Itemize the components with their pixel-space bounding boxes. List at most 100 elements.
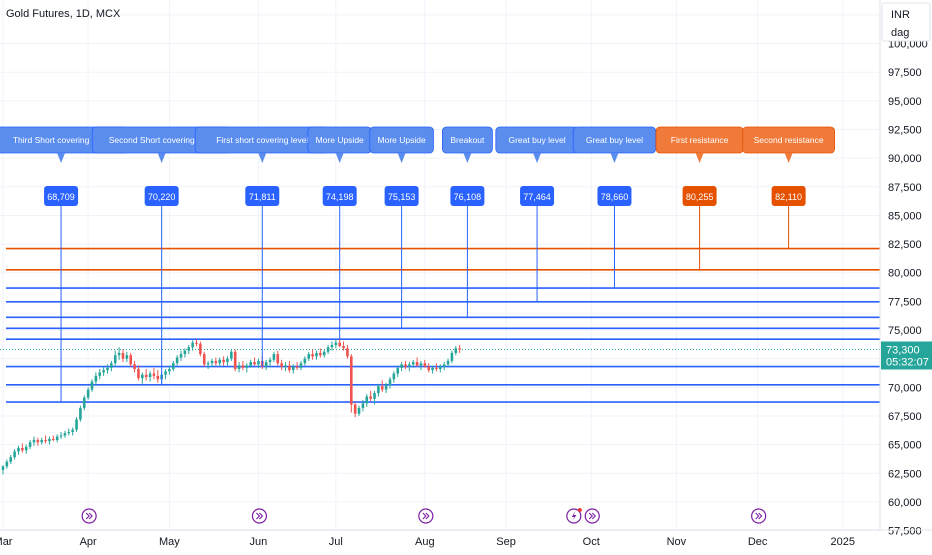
callout-value-box bbox=[44, 186, 79, 206]
candle-body bbox=[141, 374, 144, 379]
candle-body bbox=[164, 371, 167, 375]
candle-body bbox=[288, 365, 291, 371]
candle-body bbox=[303, 358, 307, 364]
candle-body bbox=[21, 448, 24, 451]
event-icon[interactable] bbox=[81, 508, 97, 524]
candle-body bbox=[191, 342, 194, 348]
candle-body bbox=[226, 358, 229, 363]
candle-body bbox=[129, 355, 133, 365]
callout-value-box bbox=[682, 186, 717, 206]
y-tick-label: 80,000 bbox=[888, 268, 922, 280]
callout-pointer bbox=[397, 153, 406, 163]
candle-body bbox=[152, 373, 156, 376]
callout-label: Breakout bbox=[450, 135, 485, 145]
candle-body bbox=[222, 359, 225, 363]
candle-body bbox=[230, 351, 233, 359]
callout-value: 71,811 bbox=[249, 192, 276, 202]
candle-body bbox=[183, 350, 187, 355]
callout-label: More Upside bbox=[378, 135, 426, 145]
candle-body bbox=[55, 436, 59, 441]
callout-pointer bbox=[533, 153, 542, 163]
candle-body bbox=[295, 366, 299, 368]
candle-body bbox=[268, 359, 272, 363]
candle-body bbox=[450, 352, 454, 361]
x-tick-label: Dec bbox=[748, 536, 768, 548]
candle-body bbox=[82, 397, 86, 408]
candle-body bbox=[431, 367, 434, 371]
candle-body bbox=[342, 346, 345, 349]
level-callout[interactable]: More Upside 75,153 bbox=[369, 126, 434, 329]
candle-body bbox=[63, 433, 67, 436]
last-price-value: 73,300 bbox=[886, 345, 920, 357]
candle-body bbox=[384, 385, 388, 390]
callout-label: Great buy level bbox=[508, 135, 565, 145]
currency-label: INR bbox=[891, 9, 910, 21]
callout-pointer bbox=[784, 153, 793, 163]
event-icon[interactable] bbox=[584, 508, 600, 524]
y-tick-label: 95,000 bbox=[888, 96, 922, 108]
callout-pointer bbox=[157, 153, 166, 163]
event-markers bbox=[81, 508, 767, 524]
candle-body bbox=[40, 440, 43, 443]
candle-body bbox=[125, 355, 129, 359]
callout-value: 75,153 bbox=[388, 192, 416, 202]
candle-body bbox=[28, 442, 32, 447]
candle-body bbox=[411, 362, 415, 365]
candle-body bbox=[86, 389, 90, 398]
candle-body bbox=[253, 362, 256, 365]
candle-body bbox=[245, 365, 249, 368]
candle-body bbox=[315, 352, 318, 357]
x-tick-label: May bbox=[159, 536, 180, 548]
candle-body bbox=[322, 351, 326, 356]
candle-body bbox=[237, 365, 241, 369]
level-callout[interactable]: Breakout 76,108 bbox=[441, 126, 493, 318]
callout-value-box bbox=[322, 186, 357, 206]
candle-body bbox=[168, 368, 171, 372]
callout-value: 77,464 bbox=[523, 192, 551, 202]
level-callout[interactable]: Second resistance 82,110 bbox=[742, 126, 835, 249]
event-icon[interactable] bbox=[251, 508, 268, 524]
callout-value-box bbox=[597, 186, 632, 206]
candle-body bbox=[307, 354, 311, 359]
candle-body bbox=[79, 407, 82, 420]
lightning-icon[interactable] bbox=[566, 508, 582, 524]
candle-body bbox=[106, 367, 109, 371]
event-icon[interactable] bbox=[751, 508, 767, 524]
candle-body bbox=[392, 373, 396, 380]
candle-body bbox=[214, 360, 218, 364]
candle-body bbox=[446, 360, 450, 365]
candle-body bbox=[206, 363, 210, 365]
level-callout[interactable]: First resistance 80,255 bbox=[655, 126, 744, 270]
candle-body bbox=[377, 386, 380, 394]
candle-body bbox=[48, 438, 51, 442]
x-tick-label: Aug bbox=[415, 536, 435, 548]
candles bbox=[1, 338, 461, 475]
unit-box[interactable] bbox=[881, 2, 931, 42]
candle-body bbox=[44, 440, 47, 442]
callout-value: 70,220 bbox=[148, 192, 176, 202]
level-callout[interactable]: First short covering level 71,811 bbox=[194, 126, 330, 367]
candle-body bbox=[233, 351, 237, 369]
grid bbox=[0, 0, 880, 532]
candle-body bbox=[36, 440, 40, 443]
x-tick-label: Oct bbox=[583, 536, 600, 548]
level-callout[interactable]: Great buy level 78,660 bbox=[572, 126, 657, 289]
level-callout[interactable]: Great buy level 77,464 bbox=[495, 126, 579, 302]
candle-body bbox=[187, 347, 191, 351]
callout-label: Great buy level bbox=[586, 135, 643, 145]
candle-body bbox=[353, 404, 357, 414]
event-icon[interactable] bbox=[418, 508, 434, 524]
y-tick-label: 75,000 bbox=[888, 325, 922, 337]
candle-body bbox=[319, 352, 322, 356]
candle-body bbox=[373, 393, 376, 399]
candle-body bbox=[439, 366, 442, 369]
candle-body bbox=[338, 342, 341, 347]
level-callout[interactable]: More Upside 74,198 bbox=[307, 126, 372, 340]
candle-body bbox=[102, 370, 105, 373]
candle-body bbox=[156, 375, 160, 380]
callout-label: First short covering level bbox=[216, 135, 308, 145]
unit-label: dag bbox=[891, 27, 909, 39]
